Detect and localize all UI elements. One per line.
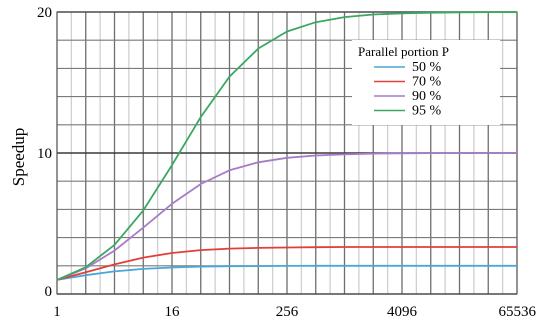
series-lines [56,11,517,281]
legend-items: 50 %70 %90 %95 % [374,60,442,119]
series-line-70-percent [56,246,517,281]
x-tick-label: 256 [276,304,299,320]
y-tick-label: 20 [37,5,52,21]
legend-title: Parallel portion P [358,44,449,59]
y-tick-label: 0 [45,284,53,300]
y-tick-label: 10 [37,146,52,162]
legend-label: 95 % [412,104,442,119]
x-tick-label: 4096 [387,304,418,320]
y-tick-labels: 0 10 20 [37,5,52,300]
legend-label: 50 % [412,60,442,75]
legend-label: 90 % [412,89,442,104]
series-line-95-percent [56,11,517,281]
x-tick-label: 65536 [499,304,536,320]
x-tick-labels: 1 16 256 4096 65536 [53,304,536,320]
series-line-90-percent [56,152,517,281]
series-line-50-percent [56,264,517,281]
y-axis-label: Speedup [9,128,28,187]
x-tick-label: 1 [53,304,61,320]
x-tick-label: 16 [165,304,181,320]
legend-label: 70 % [412,75,442,90]
legend: Parallel portion P 50 %70 %90 %95 % [352,40,500,125]
